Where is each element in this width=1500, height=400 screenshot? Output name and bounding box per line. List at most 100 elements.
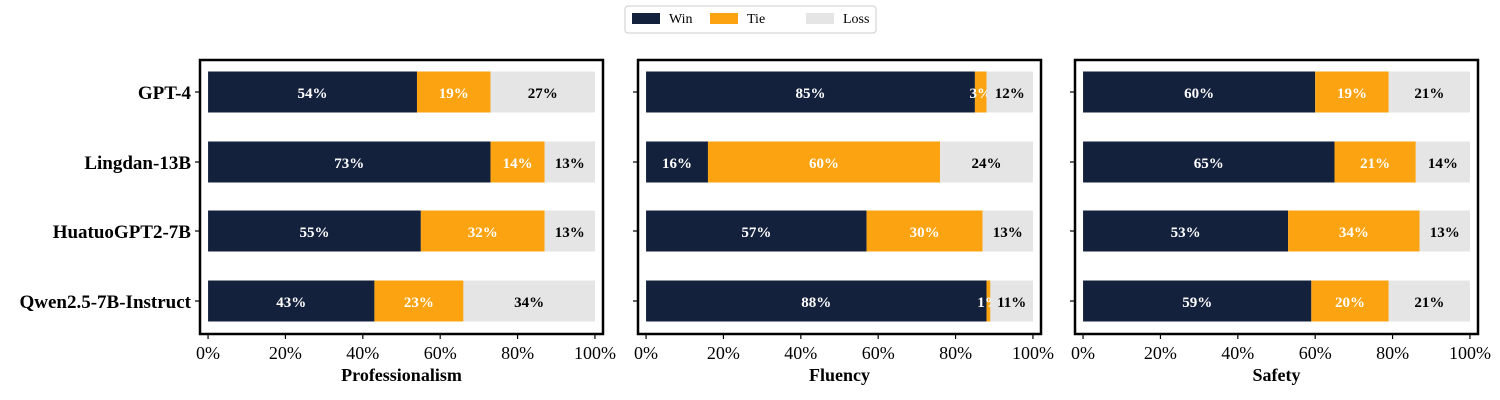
- x-tick-label: 20%: [1144, 343, 1177, 363]
- data-label-professionalism-qwen2-5-7b-instruct-win: 43%: [276, 295, 306, 311]
- legend-swatch-tie: [710, 13, 738, 24]
- x-tick-label: 0%: [196, 343, 220, 363]
- x-tick-label: 40%: [1221, 343, 1254, 363]
- data-label-professionalism-lingdan-13b-loss: 13%: [555, 156, 585, 172]
- legend-label-tie: Tie: [747, 12, 765, 27]
- bar-safety-gpt-4-win: [1083, 71, 1316, 113]
- x-axis-label: Fluency: [809, 365, 870, 385]
- legend-swatch-win: [632, 13, 660, 24]
- data-label-fluency-lingdan-13b-tie: 60%: [809, 156, 839, 172]
- axes-frame: [636, 58, 1043, 336]
- data-label-professionalism-huatuogpt2-7b-loss: 13%: [555, 225, 585, 241]
- data-label-professionalism-qwen2-5-7b-instruct-tie: 23%: [404, 295, 434, 311]
- bar-fluency-gpt-4-tie: [974, 71, 987, 113]
- bar-safety-gpt-4-tie: [1315, 71, 1389, 113]
- data-label-professionalism-qwen2-5-7b-instruct-loss: 34%: [514, 295, 544, 311]
- data-label-safety-qwen2-5-7b-instruct-win: 59%: [1182, 295, 1212, 311]
- x-tick-label: 20%: [707, 343, 740, 363]
- legend-swatch-loss: [806, 13, 834, 24]
- bar-fluency-lingdan-13b-tie: [707, 141, 941, 183]
- bar-safety-qwen2-5-7b-instruct-loss: [1388, 280, 1470, 322]
- axes-frame: [1073, 58, 1480, 336]
- data-label-fluency-huatuogpt2-7b-tie: 30%: [910, 225, 940, 241]
- x-tick-label: 20%: [269, 343, 302, 363]
- chart-panels: 54% 19% 27% 73% 14% 13% 55% 32% 13% 43% 23% 34% 0% 20…: [19, 58, 1491, 385]
- bar-professionalism-lingdan-13b-tie: [490, 141, 545, 183]
- data-label-safety-lingdan-13b-loss: 14%: [1428, 156, 1458, 172]
- data-label-professionalism-huatuogpt2-7b-win: 55%: [299, 225, 329, 241]
- bar-professionalism-qwen2-5-7b-instruct-tie: [374, 280, 464, 322]
- bar-fluency-qwen2-5-7b-instruct-win: [646, 280, 987, 322]
- data-label-professionalism-huatuogpt2-7b-tie: 32%: [468, 225, 498, 241]
- data-label-safety-huatuogpt2-7b-tie: 34%: [1339, 225, 1369, 241]
- data-label-fluency-qwen2-5-7b-instruct-loss: 11%: [997, 295, 1026, 311]
- data-label-professionalism-gpt-4-tie: 19%: [439, 86, 469, 102]
- bar-safety-lingdan-13b-loss: [1415, 141, 1470, 183]
- legend: Win Tie Loss: [624, 5, 877, 34]
- bar-professionalism-huatuogpt2-7b-win: [208, 210, 421, 252]
- data-label-professionalism-lingdan-13b-win: 73%: [334, 156, 364, 172]
- data-label-safety-gpt-4-tie: 19%: [1337, 86, 1367, 102]
- x-tick-label: 40%: [784, 343, 817, 363]
- data-label-professionalism-lingdan-13b-tie: 14%: [503, 156, 533, 172]
- bar-safety-gpt-4-loss: [1388, 71, 1470, 113]
- bar-safety-lingdan-13b-win: [1083, 141, 1335, 183]
- bar-safety-huatuogpt2-7b-win: [1083, 210, 1289, 252]
- x-tick-label: 80%: [1376, 343, 1409, 363]
- x-tick-label: 100%: [574, 343, 616, 363]
- bar-safety-huatuogpt2-7b-loss: [1419, 210, 1470, 252]
- data-label-safety-huatuogpt2-7b-win: 53%: [1171, 225, 1201, 241]
- bar-fluency-gpt-4-loss: [986, 71, 1033, 113]
- bar-safety-lingdan-13b-tie: [1334, 141, 1416, 183]
- data-label-fluency-qwen2-5-7b-instruct-win: 88%: [801, 295, 831, 311]
- y-tick-label-huatuogpt2-7b: HuatuoGPT2-7B: [53, 222, 192, 243]
- bar-fluency-lingdan-13b-loss: [940, 141, 1033, 183]
- bar-fluency-lingdan-13b-win: [646, 141, 708, 183]
- bar-professionalism-huatuogpt2-7b-loss: [544, 210, 595, 252]
- data-label-fluency-huatuogpt2-7b-win: 57%: [741, 225, 771, 241]
- x-tick-label: 100%: [1012, 343, 1054, 363]
- bar-fluency-huatuogpt2-7b-win: [646, 210, 867, 252]
- x-axis-label: Professionalism: [341, 365, 462, 385]
- x-tick-label: 60%: [1299, 343, 1332, 363]
- x-tick-label: 0%: [634, 343, 658, 363]
- legend-frame: [624, 5, 877, 34]
- bar-professionalism-lingdan-13b-win: [208, 141, 491, 183]
- x-tick-label: 80%: [501, 343, 534, 363]
- bar-safety-huatuogpt2-7b-tie: [1288, 210, 1420, 252]
- bar-fluency-qwen2-5-7b-instruct-loss: [990, 280, 1033, 322]
- data-label-fluency-huatuogpt2-7b-loss: 13%: [993, 225, 1023, 241]
- data-label-safety-lingdan-13b-tie: 21%: [1360, 156, 1390, 172]
- x-tick-label: 100%: [1449, 343, 1491, 363]
- panel-fluency: 85% 3% 12%16% 60% 24%57% 30% 13%88% 1%11%0% 20% 4…: [633, 58, 1054, 385]
- legend-label-win: Win: [669, 12, 693, 27]
- bar-safety-qwen2-5-7b-instruct-win: [1083, 280, 1312, 322]
- data-label-fluency-gpt-4-win: 85%: [795, 86, 825, 102]
- data-label-professionalism-gpt-4-loss: 27%: [528, 86, 558, 102]
- data-label-safety-gpt-4-win: 60%: [1184, 86, 1214, 102]
- data-label-safety-lingdan-13b-win: 65%: [1194, 156, 1224, 172]
- y-tick-label-qwen2-5-7b-instruct: Qwen2.5-7B-Instruct: [19, 292, 191, 313]
- data-label-safety-gpt-4-loss: 21%: [1414, 86, 1444, 102]
- data-label-professionalism-gpt-4-win: 54%: [298, 86, 328, 102]
- bar-fluency-qwen2-5-7b-instruct-tie: [986, 280, 991, 322]
- x-tick-label: 60%: [424, 343, 457, 363]
- axes-frame: [198, 58, 605, 336]
- x-tick-label: 80%: [939, 343, 972, 363]
- y-tick-label-gpt-4: GPT-4: [138, 83, 192, 104]
- bar-professionalism-qwen2-5-7b-instruct-win: [208, 280, 375, 322]
- bar-professionalism-gpt-4-tie: [416, 71, 491, 113]
- bar-professionalism-qwen2-5-7b-instruct-loss: [463, 280, 595, 322]
- data-label-safety-qwen2-5-7b-instruct-loss: 21%: [1414, 295, 1444, 311]
- bar-professionalism-lingdan-13b-loss: [544, 141, 595, 183]
- panel-safety: 60% 19% 21% 65% 21% 14% 53% 34% 13% 59% 20% 21% 0% 20…: [1070, 58, 1491, 385]
- data-label-fluency-gpt-4-loss: 12%: [995, 86, 1025, 102]
- bar-fluency-huatuogpt2-7b-loss: [982, 210, 1033, 252]
- x-tick-label: 60%: [862, 343, 895, 363]
- bar-professionalism-gpt-4-win: [208, 71, 417, 113]
- data-label-safety-huatuogpt2-7b-loss: 13%: [1430, 225, 1460, 241]
- x-axis-label: Safety: [1253, 365, 1301, 385]
- bar-professionalism-huatuogpt2-7b-tie: [420, 210, 545, 252]
- bar-professionalism-gpt-4-loss: [490, 71, 595, 113]
